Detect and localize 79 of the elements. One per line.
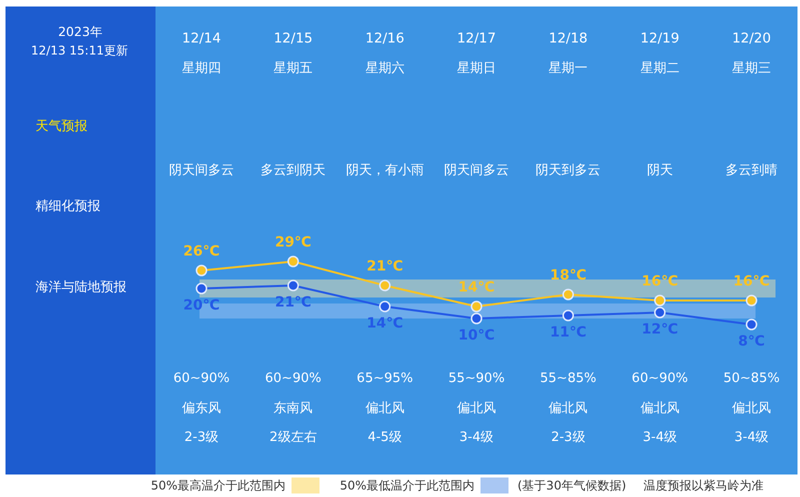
data-label: 14℃: [458, 280, 495, 296]
text: 偏北风: [640, 401, 680, 416]
data-label: 12℃: [642, 322, 678, 338]
x-tick-label: 12/18: [548, 30, 588, 46]
x-tick-label: 12/20: [732, 30, 771, 46]
text: 星期四: [182, 61, 221, 76]
text: 星期三: [732, 61, 772, 76]
point: [746, 318, 758, 330]
text: 60~90%: [265, 371, 322, 386]
text: 60~90%: [173, 371, 230, 386]
point: [379, 280, 391, 292]
text: 2-3级: [551, 430, 586, 445]
text: 多云到阴天: [260, 163, 326, 178]
text: 60~90%: [632, 371, 688, 386]
text: 阴天，有小雨: [346, 163, 424, 178]
point: [470, 312, 482, 324]
text: 偏北风: [732, 401, 772, 416]
text: 精细化预报: [36, 199, 100, 214]
point: [287, 280, 299, 292]
data-label: 21℃: [274, 294, 312, 310]
text: 3-4级: [734, 430, 769, 445]
point: [654, 306, 666, 318]
point: [196, 282, 208, 294]
text: 多云到晴: [726, 163, 778, 178]
text: 海洋与陆地预报: [36, 280, 126, 295]
data-label: 8℃: [738, 334, 765, 350]
text: 50~85%: [723, 371, 780, 386]
text: 3-4级: [642, 430, 677, 445]
data-label: 10℃: [458, 328, 495, 344]
data-label: 20℃: [183, 298, 220, 314]
text: 东南风: [274, 401, 313, 416]
point: [654, 294, 666, 306]
text: 65~95%: [356, 371, 414, 386]
text: 偏北风: [548, 401, 588, 416]
data-label: 29℃: [274, 234, 312, 250]
data-label: 16℃: [733, 274, 770, 290]
x-tick-label: 12/15: [274, 30, 313, 46]
text: 星期六: [365, 61, 404, 76]
point: [562, 288, 574, 300]
point: [379, 300, 391, 312]
point: [562, 310, 574, 322]
text: 偏北风: [457, 401, 496, 416]
x-tick-label: 12/19: [640, 30, 680, 46]
data-label: 21℃: [366, 258, 404, 274]
text: 4-5级: [368, 430, 402, 445]
text: (基于30年气候数据): [518, 478, 626, 492]
data-label: 18℃: [550, 268, 586, 284]
text: 2-3级: [184, 430, 219, 445]
text: 星期二: [640, 61, 680, 76]
data-label: 14℃: [366, 316, 404, 332]
text: 偏东风: [182, 401, 221, 416]
text: 55~90%: [448, 371, 505, 386]
text: 星期一: [548, 61, 588, 76]
text: 星期日: [457, 61, 496, 76]
text: 3-4级: [459, 430, 494, 445]
data-label: 11℃: [550, 324, 586, 340]
x-tick-label: 12/17: [457, 30, 496, 46]
text: 阴天到多云: [536, 163, 601, 178]
point: [746, 294, 758, 306]
legend-label: 50%最低温介于此范围内: [340, 478, 474, 492]
point: [287, 256, 299, 268]
text: 温度预报以紫马岭为准: [644, 478, 764, 492]
point: [470, 300, 482, 312]
x-tick-label: 12/14: [182, 30, 221, 46]
text: 阴天间多云: [169, 163, 234, 178]
text: 55~85%: [540, 371, 596, 386]
text: 2023年: [58, 24, 103, 39]
text: 阴天间多云: [444, 163, 510, 178]
text: 星期五: [274, 61, 313, 76]
point: [196, 264, 208, 276]
data-label: 16℃: [642, 274, 678, 290]
legend-label: 50%最高温介于此范围内: [150, 478, 286, 492]
text: 2级左右: [270, 430, 317, 445]
text: 阴天: [646, 163, 673, 178]
text: 偏北风: [365, 401, 404, 416]
text: 12/13 15:11更新: [31, 44, 128, 58]
data-label: 26℃: [183, 244, 220, 260]
x-tick-label: 12/16: [365, 30, 404, 46]
text: 天气预报: [36, 119, 88, 134]
